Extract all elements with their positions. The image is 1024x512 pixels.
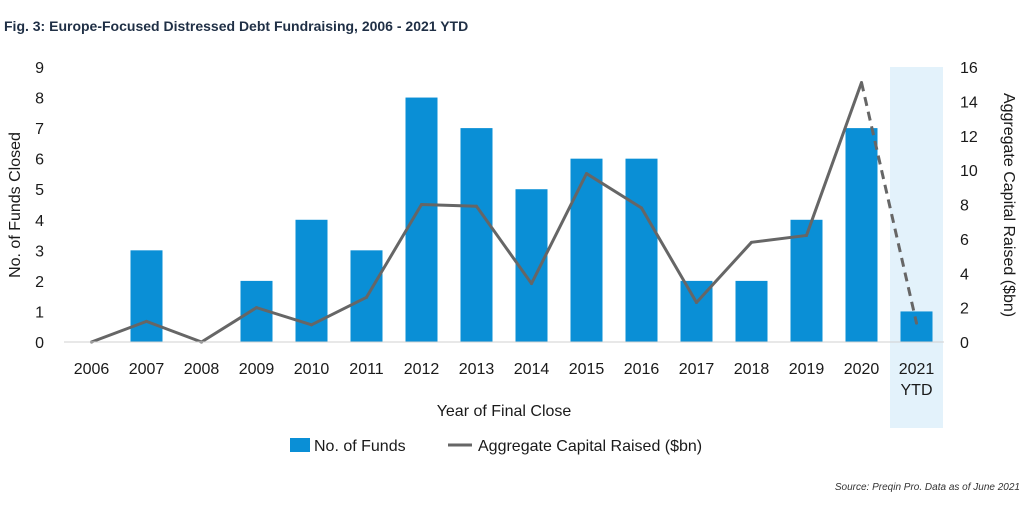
line-point-5 — [365, 295, 368, 299]
right-tick-4: 4 — [960, 266, 969, 283]
right-tick-0: 0 — [960, 335, 969, 352]
left-tick-8: 8 — [35, 91, 44, 108]
right-tick-8: 8 — [960, 198, 969, 215]
line-series-dashed — [860, 82, 918, 324]
left-tick-0: 0 — [35, 335, 44, 352]
x-tick-5: 2011 — [349, 361, 384, 378]
source-note: Source: Preqin Pro. Data as of June 2021 — [834, 482, 1020, 493]
left-tick-3: 3 — [35, 243, 44, 260]
right-tick-2: 2 — [960, 301, 969, 318]
bar-12 — [735, 280, 768, 342]
line-point-9 — [585, 172, 588, 176]
x-tick-15-line1: YTD — [901, 382, 933, 399]
line-point-4 — [310, 323, 313, 327]
left-tick-1: 1 — [35, 304, 44, 321]
chart-title: Fig. 3: Europe-Focused Distressed Debt F… — [4, 18, 469, 34]
right-tick-12: 12 — [960, 129, 978, 146]
line-point-12 — [750, 240, 753, 244]
bar-10 — [625, 158, 658, 342]
line-point-13 — [805, 233, 808, 237]
bar-13 — [790, 219, 823, 342]
line-point-3 — [255, 306, 258, 310]
x-axis-label: Year of Final Close — [437, 403, 572, 420]
x-tick-4: 2010 — [294, 361, 330, 378]
x-tick-1: 2007 — [129, 361, 165, 378]
x-tick-0: 2006 — [74, 361, 110, 378]
left-tick-6: 6 — [35, 152, 44, 169]
line-layer — [90, 80, 918, 344]
line-point-15 — [915, 321, 918, 325]
line-point-14 — [860, 80, 863, 84]
bar-14 — [845, 128, 878, 342]
right-axis-label: Aggregate Capital Raised ($bn) — [1000, 93, 1017, 317]
right-tick-10: 10 — [960, 163, 978, 180]
line-point-11 — [695, 300, 698, 304]
bar-8 — [515, 189, 548, 342]
legend-label-bar: No. of Funds — [314, 438, 406, 455]
x-tick-2: 2008 — [184, 361, 220, 378]
left-tick-7: 7 — [35, 121, 44, 138]
bar-7 — [460, 128, 493, 342]
bar-1 — [130, 250, 163, 342]
x-tick-10: 2016 — [624, 361, 660, 378]
legend: No. of Funds Aggregate Capital Raised ($… — [290, 438, 702, 455]
x-tick-12: 2018 — [734, 361, 770, 378]
line-point-8 — [530, 282, 533, 286]
x-tick-9: 2015 — [569, 361, 605, 378]
right-tick-14: 14 — [960, 94, 978, 111]
line-point-7 — [475, 204, 478, 208]
legend-label-line: Aggregate Capital Raised ($bn) — [478, 438, 702, 455]
bar-15 — [900, 311, 933, 342]
x-tick-8: 2014 — [514, 361, 550, 378]
x-tick-7: 2013 — [459, 361, 495, 378]
left-tick-5: 5 — [35, 182, 44, 199]
right-tick-6: 6 — [960, 232, 969, 249]
left-axis-label: No. of Funds Closed — [7, 132, 24, 278]
left-tick-2: 2 — [35, 274, 44, 291]
line-point-10 — [640, 206, 643, 210]
bar-9 — [570, 158, 603, 342]
legend-swatch-bar — [290, 438, 310, 452]
right-tick-16: 16 — [960, 60, 978, 77]
x-tick-13: 2019 — [789, 361, 825, 378]
x-tick-15: 2021 — [899, 361, 935, 378]
x-tick-11: 2017 — [679, 361, 715, 378]
line-point-6 — [420, 203, 423, 206]
x-tick-3: 2009 — [239, 361, 275, 378]
bars-layer — [130, 97, 933, 342]
left-tick-4: 4 — [35, 213, 44, 230]
x-tick-6: 2012 — [404, 361, 440, 378]
line-point-1 — [145, 319, 148, 323]
left-tick-9: 9 — [35, 60, 44, 77]
bar-6 — [405, 97, 438, 342]
x-tick-14: 2020 — [844, 361, 880, 378]
